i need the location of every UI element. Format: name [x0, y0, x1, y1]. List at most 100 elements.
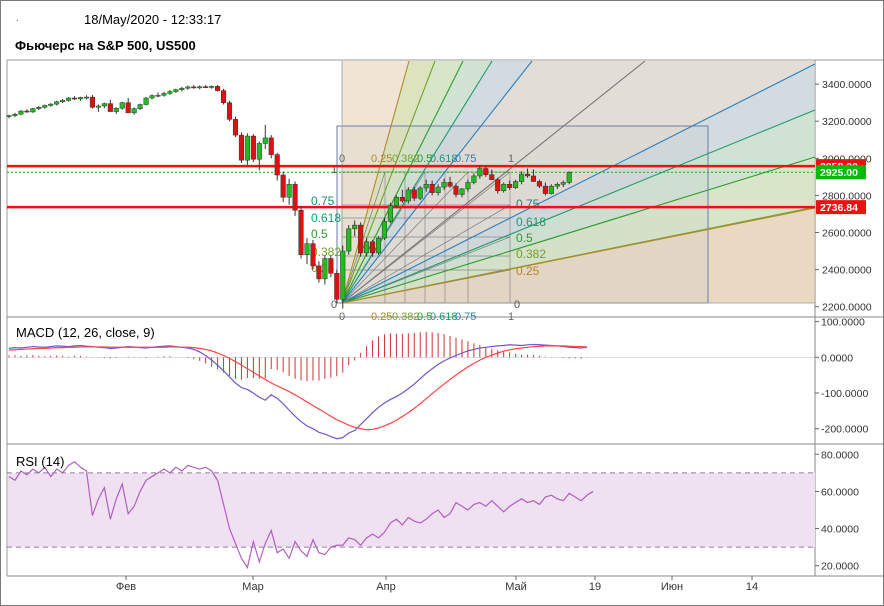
macd-axis-label: -200.0000	[821, 424, 868, 436]
candle-body	[411, 189, 417, 199]
candle-body	[530, 175, 537, 182]
candle	[48, 103, 54, 107]
candle-body	[524, 173, 531, 177]
candle-body	[429, 184, 435, 193]
candle-body	[209, 86, 215, 88]
candle-body	[173, 89, 179, 92]
candle-body	[250, 135, 256, 160]
candle-body	[423, 184, 429, 189]
candle-body	[280, 174, 286, 198]
candle	[519, 171, 525, 185]
rsi-axis-label: 80.0000	[821, 449, 859, 461]
fib-top-label: 0.25	[371, 153, 392, 165]
candle-body	[453, 185, 459, 195]
candle	[423, 179, 429, 192]
candle	[54, 100, 60, 106]
candle-body	[179, 87, 185, 90]
candle-body	[536, 181, 542, 187]
fib-fan-label: 0.618	[516, 215, 546, 229]
fib-bottom-label: 0.25	[371, 311, 392, 323]
candle-body	[495, 179, 501, 192]
candle	[501, 182, 507, 193]
fib-bottom-label: 0.75	[455, 311, 476, 323]
candle-body	[542, 185, 548, 194]
candle-body	[560, 182, 566, 185]
candle	[292, 181, 298, 216]
rsi-band	[8, 472, 815, 548]
candle	[24, 109, 30, 113]
rsi-axis-label: 60.0000	[821, 486, 859, 498]
fib-fan-zone	[342, 61, 815, 303]
candle	[221, 88, 227, 105]
candle-body	[393, 197, 399, 206]
header-dot: .	[16, 13, 19, 24]
candle	[298, 206, 304, 259]
candle-body	[286, 184, 292, 198]
candle	[215, 85, 221, 92]
candle-body	[435, 186, 441, 193]
candle-body	[66, 97, 72, 101]
candle	[554, 182, 560, 189]
candle	[471, 173, 477, 185]
candle	[435, 184, 441, 196]
candle	[42, 104, 48, 109]
candle	[89, 94, 95, 109]
candle	[30, 107, 36, 113]
candle	[530, 169, 537, 182]
macd-series-signal	[8, 345, 588, 431]
candle	[226, 100, 233, 122]
candle-body	[215, 86, 221, 91]
candle	[548, 184, 554, 195]
fib-fan-ray	[341, 63, 816, 304]
fib-top-label: 1	[508, 153, 514, 165]
fib-top-label: 0	[339, 153, 345, 165]
candle-body	[459, 188, 465, 195]
candle	[316, 261, 322, 283]
price-axis-label: 3400.0000	[822, 79, 872, 91]
rsi-panel: RSI (14) 80.0000 60.0000 40.0000 20.0000	[7, 449, 859, 573]
fib-left-label: 0.5	[311, 227, 328, 241]
candle-body	[119, 102, 125, 109]
candle-body	[143, 97, 149, 105]
candle-body	[298, 210, 304, 256]
price-label: 2736.84	[820, 202, 858, 214]
candle-body	[125, 102, 131, 114]
macd-axis-label: 100.0000	[821, 317, 865, 329]
candle-body	[54, 101, 60, 105]
candle-body	[483, 168, 489, 175]
macd-series-macd	[8, 343, 588, 440]
candle	[262, 124, 268, 150]
candle-body	[137, 104, 143, 109]
candle	[119, 101, 125, 110]
candle-body	[226, 102, 233, 120]
candle	[411, 187, 417, 201]
candle	[36, 106, 42, 111]
time-axis-label: Май	[505, 581, 527, 593]
fib-fan-ray	[341, 60, 410, 304]
fibonacci-fan: 0.750.6180.50.3820.250.750.6180.50.3820.…	[311, 60, 816, 323]
candle	[161, 91, 167, 97]
candle-body	[256, 143, 262, 160]
candle-body	[221, 90, 227, 103]
candle	[489, 169, 495, 180]
rsi-series	[8, 460, 594, 570]
candle-body	[268, 137, 274, 155]
candle	[95, 104, 101, 112]
candle-body	[30, 108, 36, 113]
fib-bottom-label: 0	[339, 311, 345, 323]
fib-fan-ray	[341, 60, 493, 304]
fib-corner-label: 0	[514, 299, 520, 311]
candle	[280, 171, 286, 202]
macd-axis-label: 0.0000	[821, 352, 853, 364]
candle	[173, 88, 179, 94]
candle	[286, 178, 292, 205]
candle	[72, 96, 78, 100]
candle-body	[375, 237, 382, 254]
candle	[346, 225, 352, 255]
fib-fan-ray	[341, 60, 646, 304]
candle-body	[149, 95, 155, 99]
candle	[310, 239, 316, 270]
gann-grid-ray	[341, 204, 511, 304]
candle-body	[113, 107, 119, 112]
